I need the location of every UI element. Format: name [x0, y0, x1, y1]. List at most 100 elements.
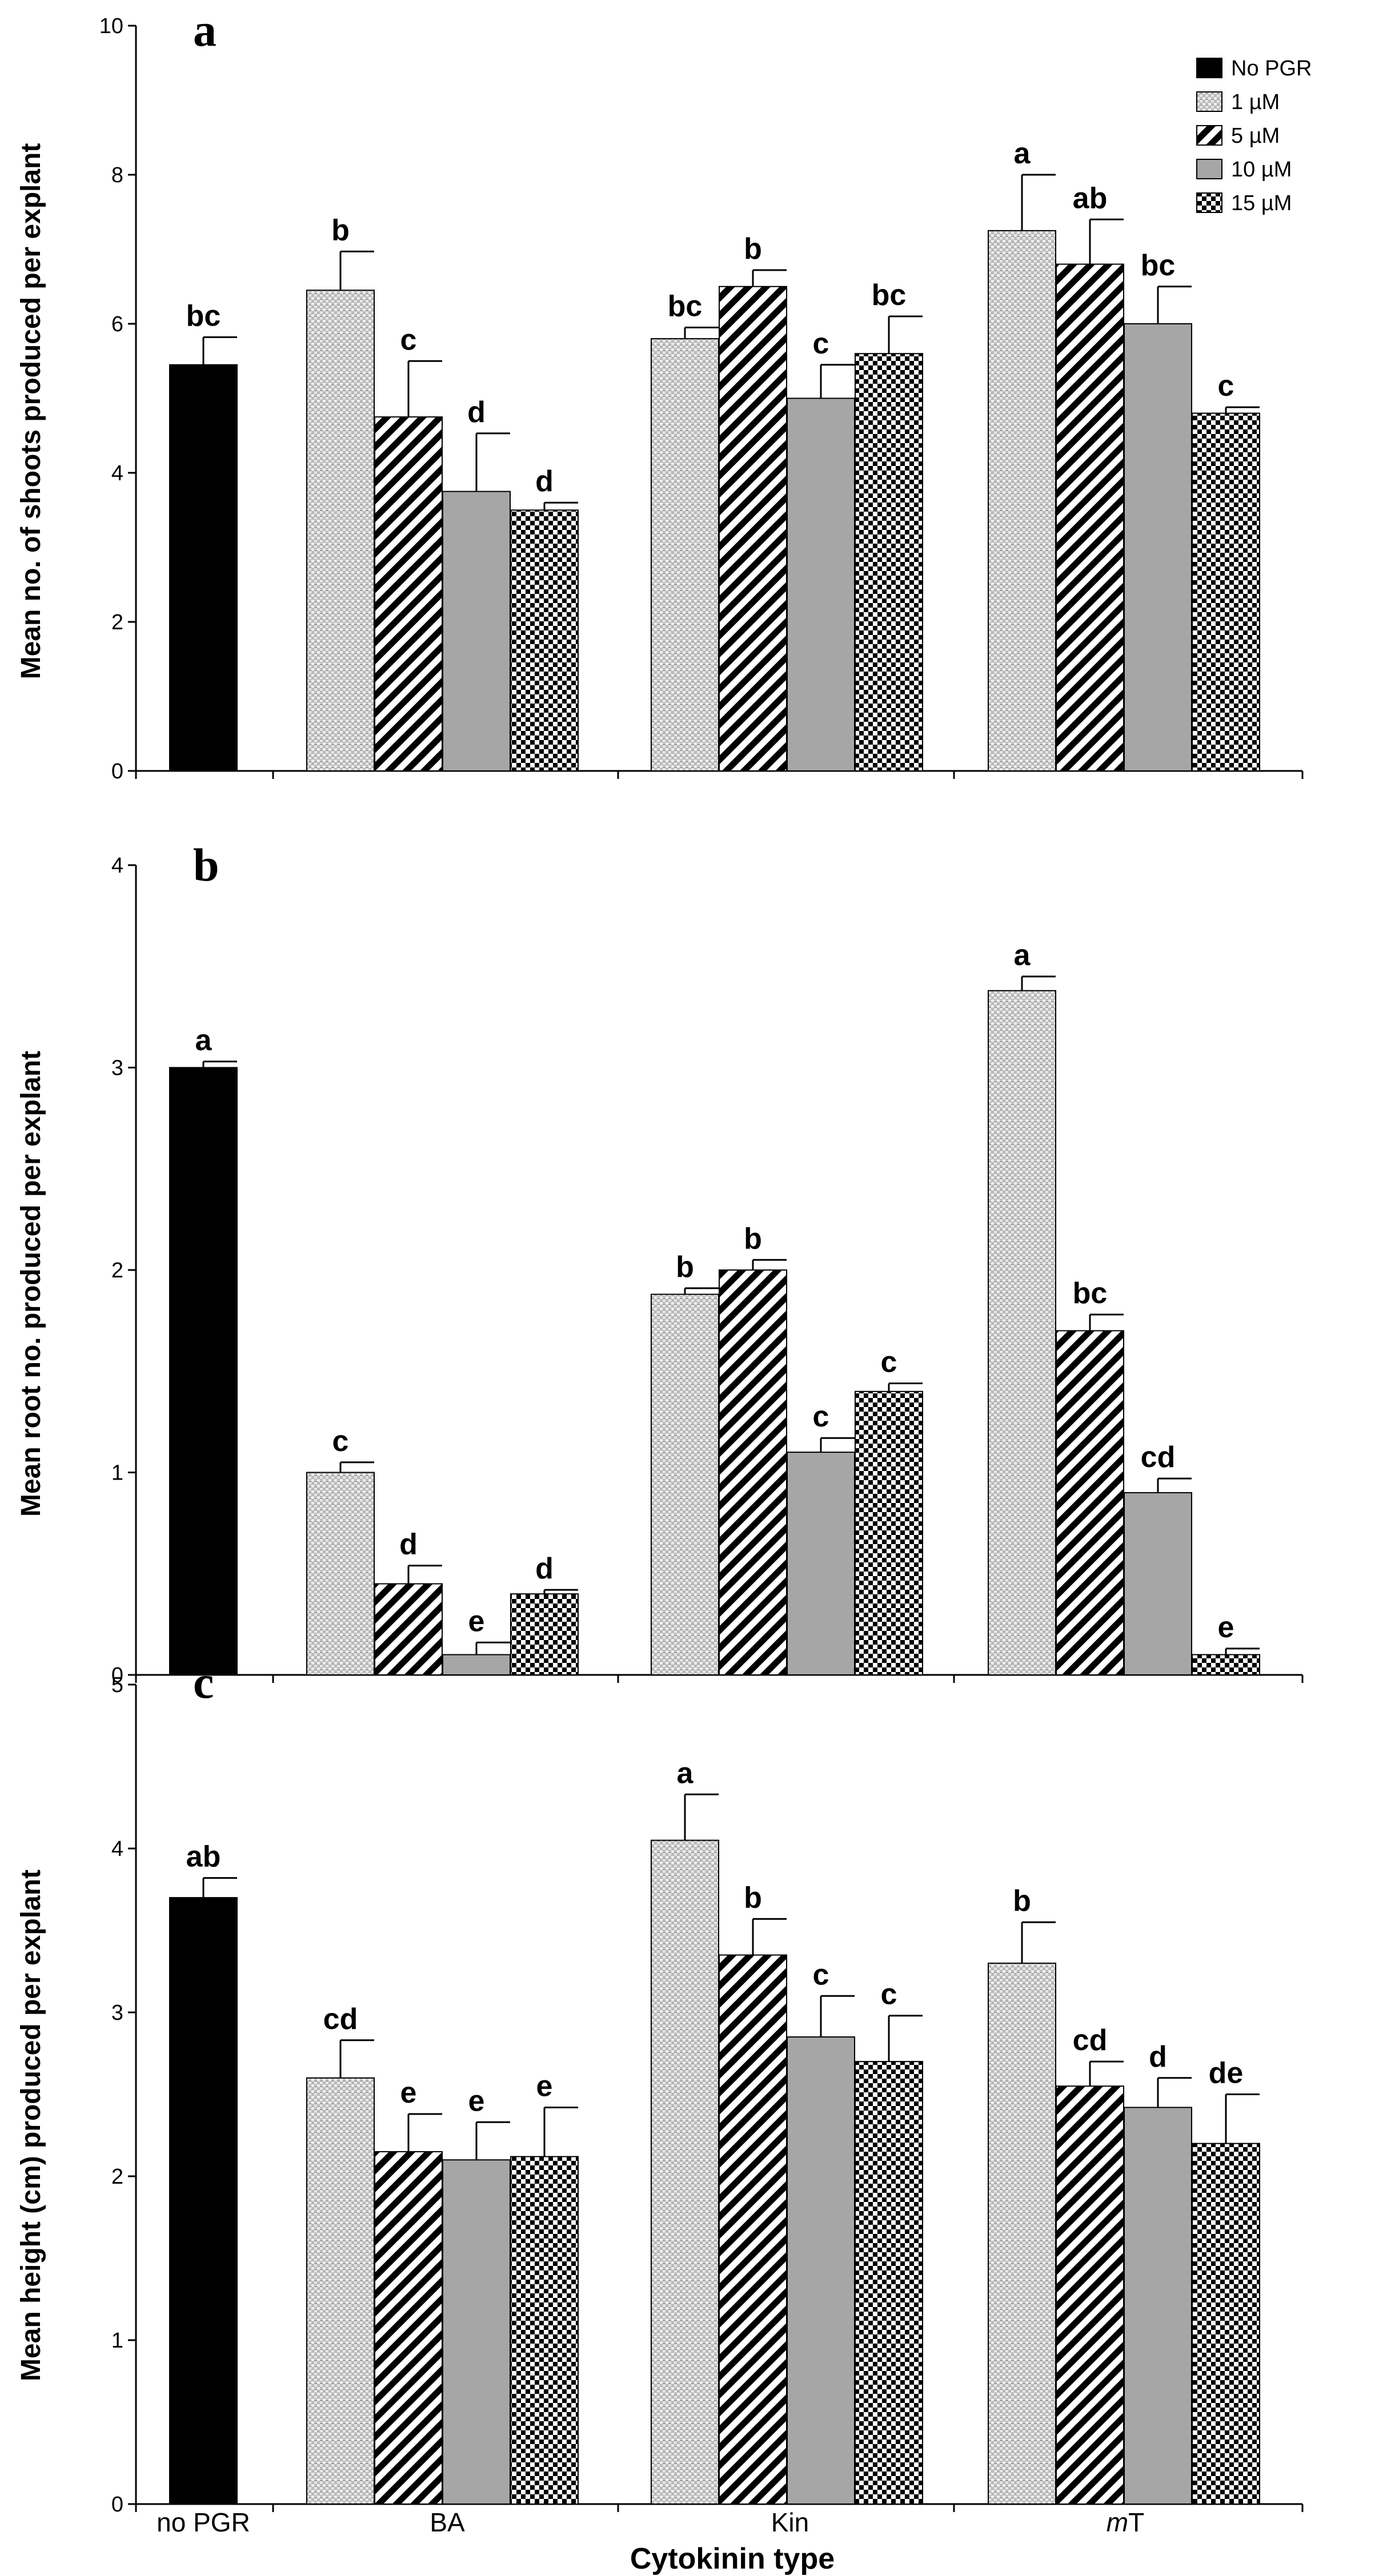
- bar: [787, 1452, 855, 1676]
- bar: [988, 1962, 1056, 2505]
- significance-label: e: [536, 2069, 553, 2103]
- significance-label: d: [399, 1528, 418, 1561]
- significance-label: e: [468, 2084, 485, 2117]
- significance-label: a: [1014, 137, 1031, 170]
- bar: [169, 1897, 238, 2505]
- bar: [306, 1472, 375, 1675]
- significance-label: c: [813, 1400, 829, 1433]
- x-category-labels: no PGR BA Kin mT Cytokinin type: [157, 2507, 1144, 2575]
- bar: [306, 2077, 375, 2505]
- y-tick-label: 10: [99, 14, 123, 38]
- y-tick-label: 0: [111, 1663, 123, 1687]
- bar: [510, 1593, 579, 1675]
- significance-label: cd: [1073, 2024, 1108, 2057]
- bar: [442, 1654, 511, 1676]
- y-tick-label: 8: [111, 163, 123, 187]
- panel-a: a Mean no. of shoots produced per explan…: [16, 4, 1304, 783]
- legend-label: 5 µM: [1231, 124, 1280, 148]
- y-tick-label: 2: [111, 1259, 123, 1283]
- significance-label: e: [1218, 1611, 1234, 1644]
- y-tick-label: 2: [111, 2165, 123, 2189]
- bar: [1124, 1492, 1192, 1675]
- bar: [1192, 2143, 1260, 2505]
- legend-swatch: [1196, 125, 1222, 146]
- y-tick-label: 1: [111, 2329, 123, 2353]
- bar: [651, 338, 719, 771]
- bar: [988, 990, 1056, 1675]
- x-tick-label-ba: BA: [430, 2507, 465, 2537]
- significance-label: ab: [186, 1840, 221, 1874]
- significance-label: cd: [323, 2003, 358, 2036]
- significance-label: d: [1149, 2040, 1167, 2073]
- bar: [787, 2036, 855, 2505]
- panel-letter-a: a: [193, 4, 217, 56]
- significance-label: c: [332, 1425, 349, 1458]
- bar: [719, 1269, 787, 1675]
- significance-label: a: [677, 1757, 694, 1790]
- bar: [442, 2159, 511, 2505]
- significance-label: c: [813, 327, 829, 360]
- bar: [787, 397, 855, 771]
- x-tick-label-kin: Kin: [771, 2507, 809, 2537]
- bar: [1056, 1330, 1124, 1676]
- bar: [1124, 2107, 1192, 2505]
- legend: No PGR 1 µM 5 µM 10 µM 15 µM: [1196, 57, 1312, 215]
- bar: [855, 2061, 923, 2505]
- significance-label: c: [881, 1346, 897, 1379]
- significance-label: bc: [668, 290, 703, 323]
- panel-b: b Mean root no. produced per explant 0 1 2…: [16, 839, 1304, 1687]
- bar: [651, 1839, 719, 2505]
- significance-label: bc: [872, 279, 907, 312]
- bar: [169, 364, 238, 771]
- y-tick-label: 0: [111, 759, 123, 783]
- bar: [719, 286, 787, 771]
- legend-swatch: [1196, 159, 1222, 179]
- significance-label: cd: [1141, 1441, 1176, 1474]
- significance-label: d: [535, 465, 554, 498]
- bar: [1056, 2085, 1124, 2505]
- significance-label: bc: [1073, 1277, 1108, 1310]
- significance-label: b: [744, 232, 762, 266]
- bar: [1192, 412, 1260, 771]
- bar: [442, 491, 511, 771]
- bar: [1192, 1654, 1260, 1676]
- bar: [374, 1583, 443, 1676]
- significance-label: e: [400, 2076, 417, 2109]
- legend-swatch: [1196, 91, 1222, 112]
- y-axis-label-a: Mean no. of shoots produced per explant: [16, 143, 46, 680]
- legend-label: No PGR: [1231, 57, 1312, 81]
- significance-label: b: [676, 1251, 694, 1284]
- panel-c: c Mean height (cm) produced per explant …: [16, 1656, 1304, 2517]
- legend-label: 1 µM: [1231, 90, 1280, 114]
- bar: [306, 290, 375, 771]
- y-tick-label: 4: [111, 854, 123, 878]
- y-tick-label: 4: [111, 1837, 123, 1861]
- significance-label: bc: [186, 299, 221, 332]
- bar: [510, 2156, 579, 2505]
- bar: [855, 353, 923, 771]
- bar: [510, 509, 579, 771]
- significance-label: de: [1209, 2057, 1244, 2090]
- significance-label: b: [744, 1881, 762, 1914]
- significance-label: b: [744, 1222, 762, 1255]
- bar: [374, 416, 443, 771]
- legend-swatch: [1196, 58, 1222, 78]
- y-tick-label: 3: [111, 2001, 123, 2025]
- y-tick-label: 4: [111, 461, 123, 485]
- bar: [1056, 263, 1124, 772]
- panel-letter-b: b: [193, 839, 219, 891]
- significance-label: c: [881, 1978, 897, 2011]
- y-tick-label: 0: [111, 2493, 123, 2517]
- significance-label: b: [331, 214, 350, 247]
- significance-label: d: [467, 396, 486, 429]
- x-axis-label: Cytokinin type: [630, 2542, 835, 2575]
- y-tick-label: 3: [111, 1056, 123, 1080]
- significance-label: c: [400, 323, 417, 356]
- bar: [719, 1954, 787, 2505]
- panel-letter-c: c: [193, 1656, 214, 1708]
- significance-label: a: [1014, 939, 1031, 972]
- bar: [651, 1293, 719, 1676]
- legend-swatch: [1196, 192, 1222, 213]
- bar: [988, 230, 1056, 771]
- y-tick-label: 6: [111, 312, 123, 336]
